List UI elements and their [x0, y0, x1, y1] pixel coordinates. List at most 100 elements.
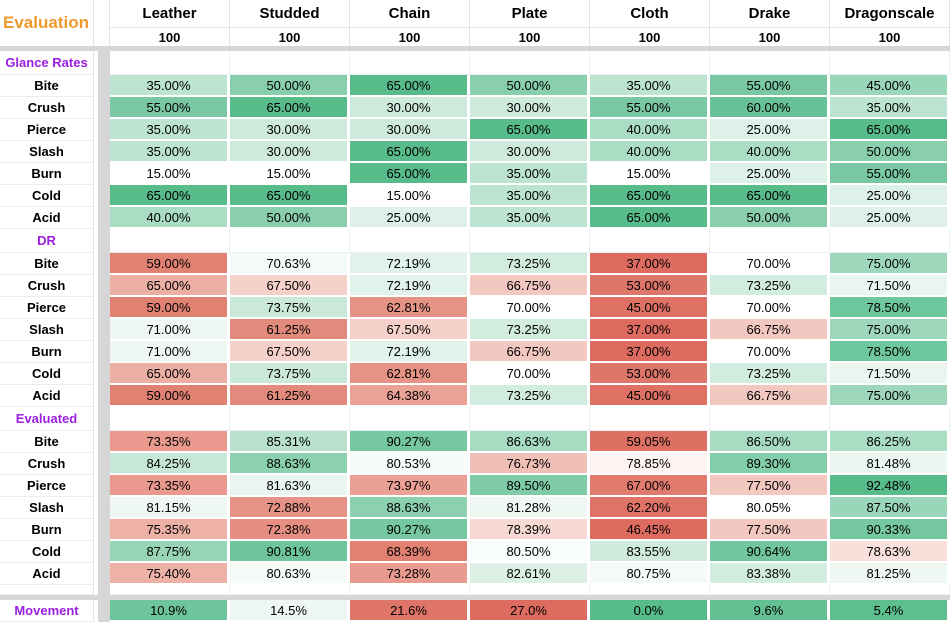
- data-cell[interactable]: 81.25%: [830, 563, 950, 585]
- row-label[interactable]: Pierce: [0, 119, 94, 141]
- data-cell[interactable]: 55.00%: [710, 75, 830, 97]
- data-cell[interactable]: 15.00%: [590, 163, 710, 185]
- data-cell[interactable]: 90.64%: [710, 541, 830, 563]
- empty-cell[interactable]: [590, 407, 710, 431]
- data-cell[interactable]: 65.00%: [710, 185, 830, 207]
- data-cell[interactable]: 78.85%: [590, 453, 710, 475]
- data-cell[interactable]: 30.00%: [350, 119, 470, 141]
- data-cell[interactable]: 62.20%: [590, 497, 710, 519]
- data-cell[interactable]: 88.63%: [230, 453, 350, 475]
- data-cell[interactable]: 61.25%: [230, 319, 350, 341]
- data-cell[interactable]: 67.00%: [590, 475, 710, 497]
- data-cell[interactable]: 35.00%: [110, 75, 230, 97]
- data-cell[interactable]: 71.00%: [110, 341, 230, 363]
- row-label[interactable]: Burn: [0, 519, 94, 541]
- empty-cell[interactable]: [710, 229, 830, 253]
- column-header[interactable]: Plate 100: [470, 0, 590, 46]
- data-cell[interactable]: 78.63%: [830, 541, 950, 563]
- data-cell[interactable]: 85.31%: [230, 431, 350, 453]
- empty-cell[interactable]: [470, 51, 590, 75]
- row-label[interactable]: Burn: [0, 163, 94, 185]
- data-cell[interactable]: 77.50%: [710, 519, 830, 541]
- empty-cell[interactable]: [830, 407, 950, 431]
- data-cell[interactable]: 67.50%: [230, 341, 350, 363]
- data-cell[interactable]: 35.00%: [110, 119, 230, 141]
- column-header[interactable]: Leather 100: [110, 0, 230, 46]
- data-cell[interactable]: 25.00%: [710, 119, 830, 141]
- empty-cell[interactable]: [350, 229, 470, 253]
- data-cell[interactable]: 89.50%: [470, 475, 590, 497]
- data-cell[interactable]: 80.50%: [470, 541, 590, 563]
- data-cell[interactable]: 62.81%: [350, 297, 470, 319]
- row-label[interactable]: Crush: [0, 453, 94, 475]
- data-cell[interactable]: 78.39%: [470, 519, 590, 541]
- data-cell[interactable]: 89.30%: [710, 453, 830, 475]
- data-cell[interactable]: 65.00%: [230, 97, 350, 119]
- data-cell[interactable]: 73.25%: [470, 319, 590, 341]
- column-header[interactable]: Studded 100: [230, 0, 350, 46]
- data-cell[interactable]: 55.00%: [590, 97, 710, 119]
- empty-cell[interactable]: [110, 407, 230, 431]
- column-header[interactable]: Dragonscale 100: [830, 0, 950, 46]
- data-cell[interactable]: 86.63%: [470, 431, 590, 453]
- data-cell[interactable]: 35.00%: [830, 97, 950, 119]
- data-cell[interactable]: 30.00%: [350, 97, 470, 119]
- data-cell[interactable]: 45.00%: [590, 297, 710, 319]
- data-cell[interactable]: 35.00%: [470, 185, 590, 207]
- data-cell[interactable]: 72.19%: [350, 253, 470, 275]
- data-cell[interactable]: 65.00%: [350, 75, 470, 97]
- data-cell[interactable]: 90.81%: [230, 541, 350, 563]
- empty-cell[interactable]: [110, 229, 230, 253]
- empty-cell[interactable]: [710, 407, 830, 431]
- data-cell[interactable]: 5.4%: [830, 600, 950, 622]
- data-cell[interactable]: 90.33%: [830, 519, 950, 541]
- section-label[interactable]: DR: [0, 229, 94, 253]
- data-cell[interactable]: 90.27%: [350, 431, 470, 453]
- data-cell[interactable]: 73.25%: [470, 385, 590, 407]
- data-cell[interactable]: 80.75%: [590, 563, 710, 585]
- empty-cell[interactable]: [470, 229, 590, 253]
- data-cell[interactable]: 62.81%: [350, 363, 470, 385]
- row-label[interactable]: Crush: [0, 275, 94, 297]
- data-cell[interactable]: 59.00%: [110, 385, 230, 407]
- data-cell[interactable]: 55.00%: [110, 97, 230, 119]
- data-cell[interactable]: 25.00%: [830, 185, 950, 207]
- data-cell[interactable]: 40.00%: [710, 141, 830, 163]
- data-cell[interactable]: 10.9%: [110, 600, 230, 622]
- empty-cell[interactable]: [590, 229, 710, 253]
- data-cell[interactable]: 70.00%: [710, 253, 830, 275]
- row-label[interactable]: Bite: [0, 75, 94, 97]
- data-cell[interactable]: 83.38%: [710, 563, 830, 585]
- data-cell[interactable]: 59.05%: [590, 431, 710, 453]
- data-cell[interactable]: 67.50%: [350, 319, 470, 341]
- data-cell[interactable]: 66.75%: [470, 341, 590, 363]
- data-cell[interactable]: 72.38%: [230, 519, 350, 541]
- empty-cell[interactable]: [470, 407, 590, 431]
- data-cell[interactable]: 68.39%: [350, 541, 470, 563]
- data-cell[interactable]: 37.00%: [590, 319, 710, 341]
- empty-cell[interactable]: [230, 229, 350, 253]
- data-cell[interactable]: 15.00%: [350, 185, 470, 207]
- data-cell[interactable]: 30.00%: [230, 141, 350, 163]
- data-cell[interactable]: 87.50%: [830, 497, 950, 519]
- empty-cell[interactable]: [350, 51, 470, 75]
- row-label[interactable]: Slash: [0, 319, 94, 341]
- data-cell[interactable]: 65.00%: [350, 141, 470, 163]
- data-cell[interactable]: 9.6%: [710, 600, 830, 622]
- empty-cell[interactable]: [350, 585, 470, 595]
- data-cell[interactable]: 35.00%: [110, 141, 230, 163]
- data-cell[interactable]: 80.53%: [350, 453, 470, 475]
- data-cell[interactable]: 65.00%: [590, 207, 710, 229]
- data-cell[interactable]: 65.00%: [590, 185, 710, 207]
- row-label[interactable]: Acid: [0, 563, 94, 585]
- data-cell[interactable]: 87.75%: [110, 541, 230, 563]
- data-cell[interactable]: 50.00%: [230, 75, 350, 97]
- data-cell[interactable]: 0.0%: [590, 600, 710, 622]
- data-cell[interactable]: 67.50%: [230, 275, 350, 297]
- data-cell[interactable]: 75.35%: [110, 519, 230, 541]
- data-cell[interactable]: 71.50%: [830, 275, 950, 297]
- data-cell[interactable]: 77.50%: [710, 475, 830, 497]
- column-header[interactable]: Cloth 100: [590, 0, 710, 46]
- data-cell[interactable]: 73.25%: [470, 253, 590, 275]
- row-label[interactable]: Slash: [0, 497, 94, 519]
